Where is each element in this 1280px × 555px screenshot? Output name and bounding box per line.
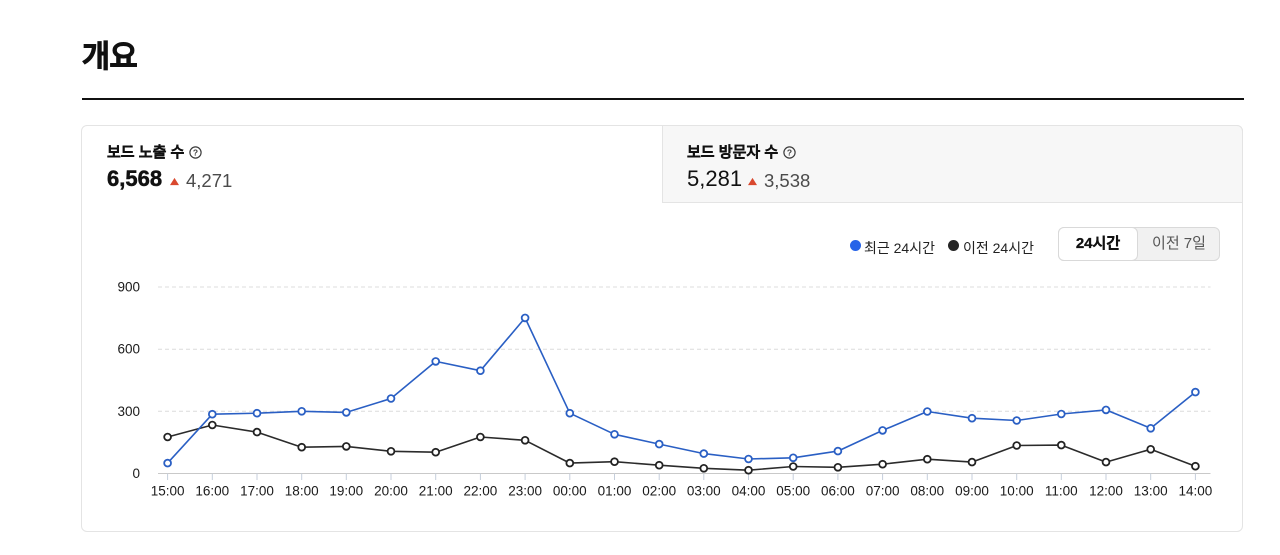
svg-text:21:00: 21:00 (419, 484, 453, 499)
svg-text:19:00: 19:00 (329, 484, 363, 499)
svg-text:600: 600 (117, 342, 140, 357)
svg-text:11:00: 11:00 (1045, 484, 1078, 499)
svg-text:17:00: 17:00 (240, 484, 274, 499)
svg-text:18:00: 18:00 (285, 484, 319, 499)
svg-text:05:00: 05:00 (776, 484, 810, 499)
svg-text:0: 0 (132, 466, 140, 481)
svg-text:22:00: 22:00 (464, 484, 498, 499)
svg-text:00:00: 00:00 (553, 484, 587, 499)
svg-text:900: 900 (117, 280, 140, 295)
svg-text:15:00: 15:00 (151, 484, 185, 499)
svg-text:14:00: 14:00 (1179, 484, 1213, 499)
svg-text:04:00: 04:00 (732, 484, 766, 499)
svg-text:12:00: 12:00 (1089, 484, 1123, 499)
svg-text:01:00: 01:00 (598, 484, 632, 499)
svg-text:23:00: 23:00 (508, 484, 542, 499)
svg-text:10:00: 10:00 (1000, 484, 1034, 499)
svg-text:09:00: 09:00 (955, 484, 989, 499)
svg-text:16:00: 16:00 (195, 484, 229, 499)
svg-text:08:00: 08:00 (910, 484, 944, 499)
svg-text:?: ? (193, 148, 198, 158)
svg-text:300: 300 (117, 404, 140, 419)
svg-text:06:00: 06:00 (821, 484, 855, 499)
svg-text:07:00: 07:00 (866, 484, 900, 499)
svg-text:?: ? (787, 148, 792, 158)
svg-text:02:00: 02:00 (642, 484, 676, 499)
svg-text:13:00: 13:00 (1134, 484, 1168, 499)
svg-text:03:00: 03:00 (687, 484, 721, 499)
svg-text:20:00: 20:00 (374, 484, 408, 499)
